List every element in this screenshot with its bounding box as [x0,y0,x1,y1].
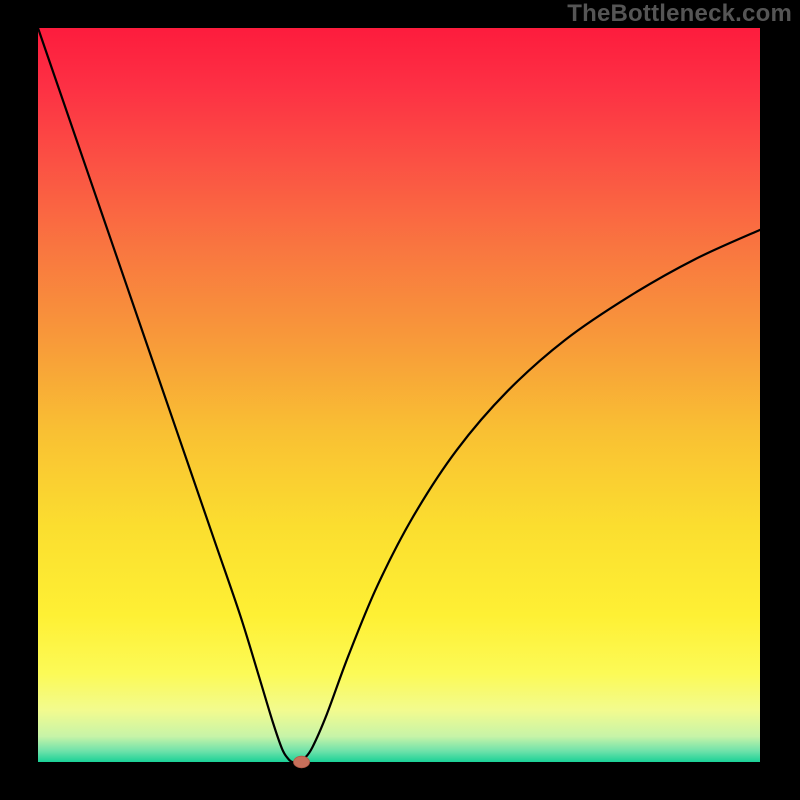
chart-stage: TheBottleneck.com [0,0,800,800]
optimal-point-marker [294,756,310,768]
bottleneck-chart [0,0,800,800]
watermark-label: TheBottleneck.com [567,0,792,28]
plot-area [38,28,760,762]
